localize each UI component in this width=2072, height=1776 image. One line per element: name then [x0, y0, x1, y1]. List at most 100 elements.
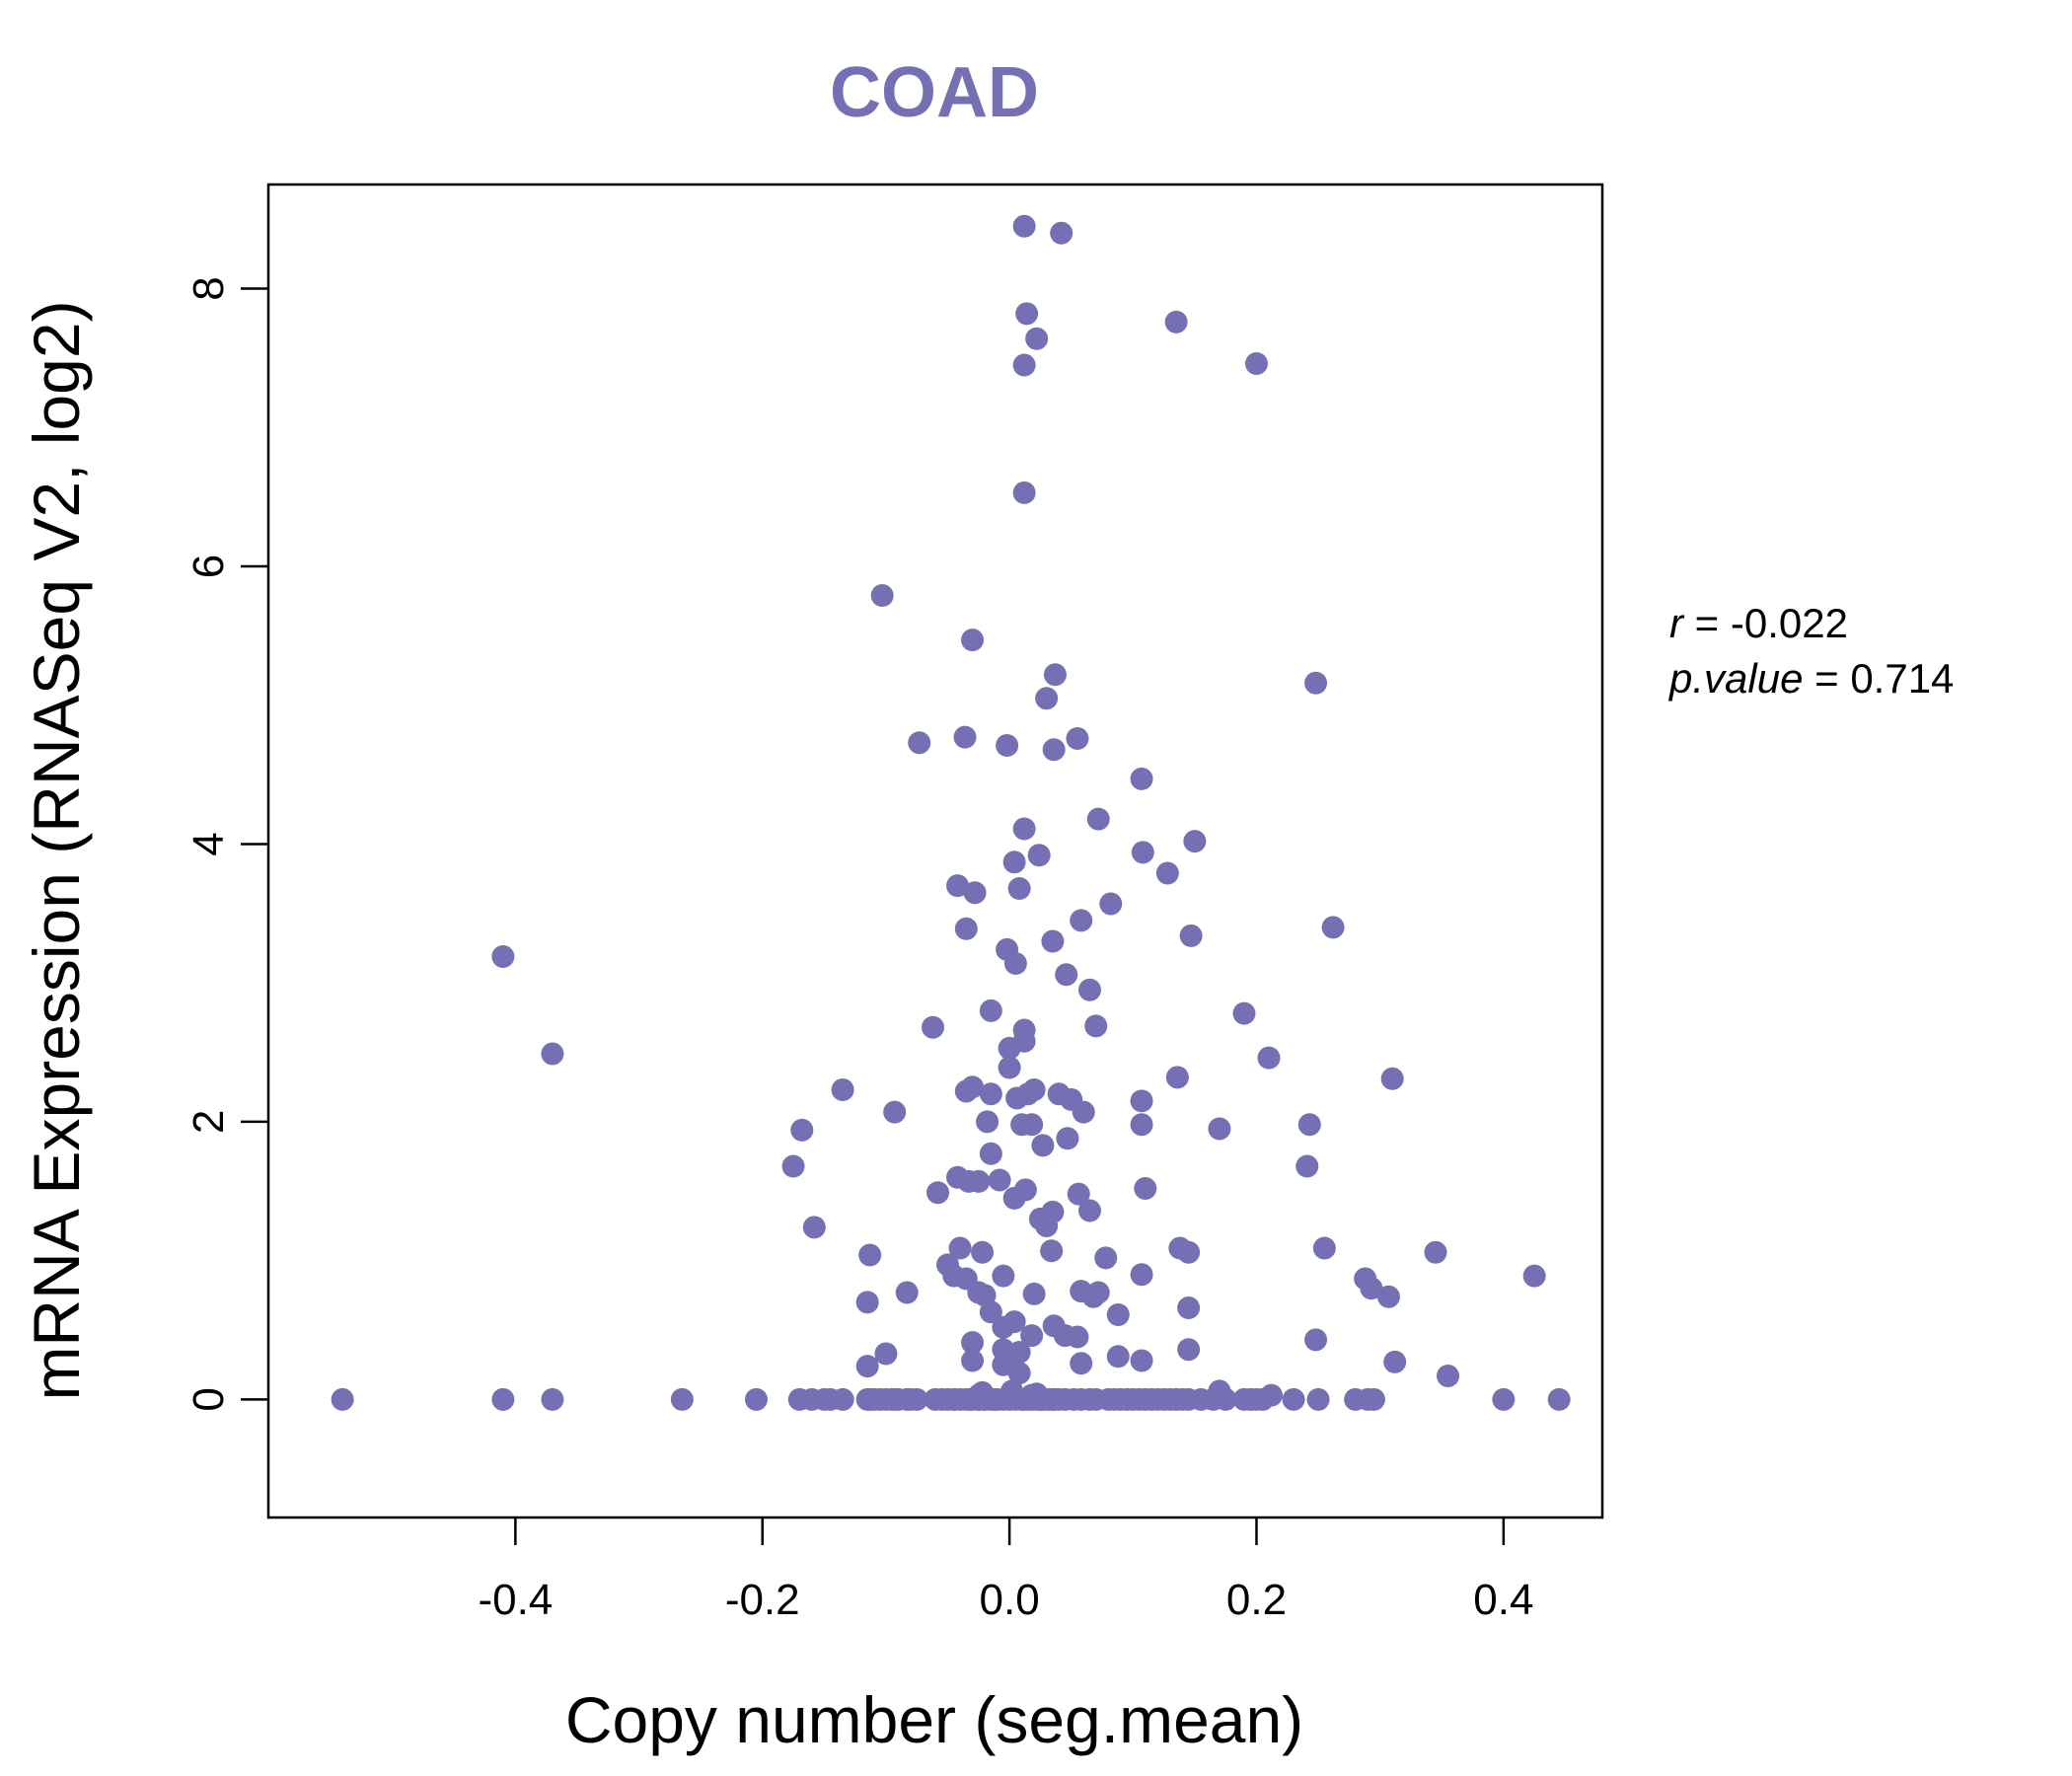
- data-point: [1070, 1352, 1093, 1375]
- data-point: [1030, 1387, 1054, 1411]
- data-point: [1208, 1117, 1231, 1141]
- data-point: [855, 1355, 879, 1378]
- data-point: [1376, 1285, 1400, 1308]
- data-point: [1035, 1214, 1059, 1237]
- data-point: [1360, 1277, 1383, 1300]
- data-point: [1492, 1387, 1516, 1411]
- p-value-label: p.value: [1667, 655, 1803, 702]
- data-point: [961, 1331, 985, 1355]
- data-point: [541, 1387, 564, 1411]
- data-point: [802, 1216, 826, 1239]
- data-point: [874, 1342, 898, 1366]
- r-equals: =: [1695, 600, 1731, 646]
- y-axis: 0 2 4 6 8: [185, 276, 268, 1412]
- data-point: [1257, 1046, 1281, 1070]
- data-point: [953, 725, 977, 749]
- data-point: [1086, 807, 1110, 831]
- data-point: [491, 1387, 515, 1411]
- data-point: [979, 1300, 1002, 1324]
- data-point: [831, 1078, 854, 1102]
- data-point: [1066, 1325, 1089, 1349]
- data-point: [1012, 817, 1036, 841]
- x-axis-label: Copy number (seg.mean): [565, 1683, 1303, 1756]
- y-tick-label: 2: [185, 1110, 233, 1134]
- data-point: [1077, 978, 1101, 1001]
- data-point: [946, 874, 970, 898]
- data-point: [1094, 1246, 1118, 1270]
- data-point: [1043, 663, 1067, 687]
- data-point: [1297, 1113, 1321, 1137]
- data-point: [1106, 1303, 1130, 1327]
- data-point: [957, 1169, 981, 1193]
- data-point: [1099, 892, 1123, 916]
- data-point: [1383, 1350, 1407, 1373]
- data-point: [880, 1387, 904, 1411]
- data-point: [1012, 1029, 1036, 1053]
- data-point: [973, 1387, 997, 1411]
- data-point: [1070, 909, 1093, 932]
- x-tick-label: -0.2: [725, 1576, 800, 1624]
- data-point: [1177, 1240, 1201, 1264]
- data-point: [1164, 310, 1188, 333]
- data-point: [1306, 1387, 1330, 1411]
- data-point: [1177, 1295, 1201, 1319]
- data-point: [1130, 1263, 1153, 1287]
- data-point: [1066, 727, 1089, 751]
- y-tick-label: 0: [185, 1387, 233, 1411]
- data-point: [961, 1349, 985, 1372]
- data-point: [491, 944, 515, 968]
- r-label: r: [1669, 600, 1685, 646]
- data-point: [921, 1015, 944, 1039]
- data-point: [1295, 1154, 1319, 1178]
- data-point: [1056, 1127, 1079, 1150]
- data-point: [855, 1291, 879, 1314]
- data-point: [1424, 1240, 1447, 1264]
- data-point: [1232, 1001, 1256, 1025]
- data-point: [1179, 924, 1203, 947]
- data-point: [1000, 1379, 1024, 1403]
- p-value-equals: =: [1814, 655, 1850, 702]
- data-point: [926, 1181, 950, 1205]
- data-point: [331, 1387, 354, 1411]
- data-point: [895, 1281, 919, 1304]
- data-point: [963, 881, 987, 905]
- x-tick-label: 0.2: [1226, 1576, 1287, 1624]
- data-point: [1244, 352, 1268, 376]
- y-tick-label: 4: [185, 832, 233, 855]
- data-point: [1522, 1264, 1546, 1288]
- data-point: [1304, 671, 1328, 695]
- data-point: [1003, 951, 1027, 975]
- data-point: [1041, 929, 1065, 953]
- x-tick-label: 0.0: [980, 1576, 1040, 1624]
- data-point: [1007, 1362, 1031, 1385]
- data-point: [961, 629, 985, 652]
- data-point: [1020, 1113, 1044, 1137]
- data-point: [1050, 221, 1073, 245]
- data-point: [979, 999, 1002, 1022]
- data-point: [744, 1387, 768, 1411]
- data-point: [908, 731, 931, 755]
- data-point: [1251, 1387, 1275, 1411]
- data-point: [1042, 738, 1066, 762]
- data-point: [948, 1236, 972, 1260]
- data-point: [883, 1100, 907, 1124]
- data-point: [781, 1154, 805, 1178]
- data-point: [942, 1387, 966, 1411]
- r-statistic: r = -0.022: [1669, 600, 1848, 646]
- y-tick-label: 6: [185, 555, 233, 578]
- data-point: [1031, 1134, 1055, 1157]
- data-point: [541, 1042, 564, 1066]
- data-point: [988, 1168, 1011, 1192]
- data-point: [1055, 963, 1078, 987]
- data-point: [1084, 1014, 1108, 1038]
- data-points: [331, 214, 1571, 1411]
- data-point: [1072, 1100, 1095, 1124]
- data-point: [954, 1079, 978, 1103]
- data-point: [1437, 1364, 1460, 1387]
- y-tick-label: 8: [185, 276, 233, 300]
- data-point: [1081, 1285, 1105, 1308]
- data-point: [954, 917, 978, 940]
- data-point: [992, 1315, 1015, 1339]
- data-point: [1012, 214, 1036, 238]
